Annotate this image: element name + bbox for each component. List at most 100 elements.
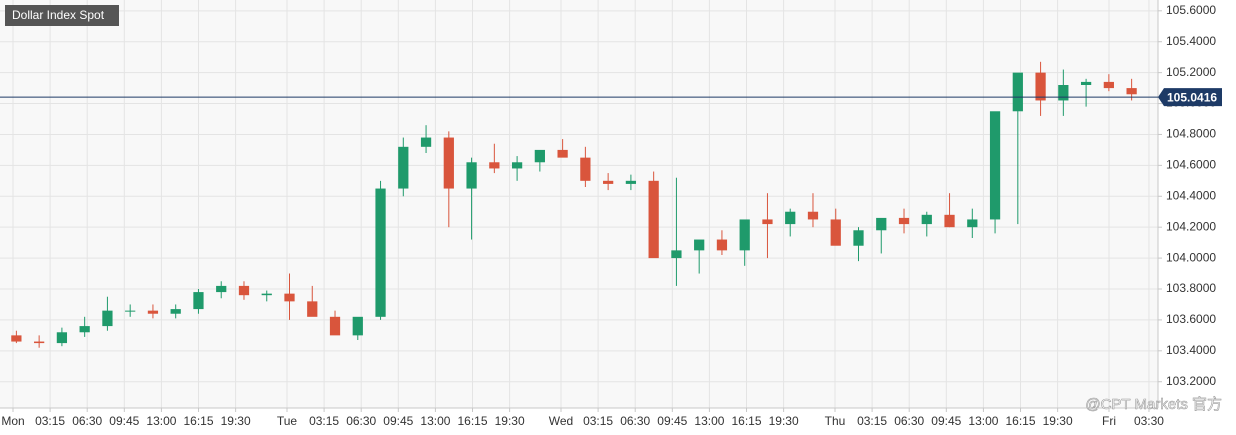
x-tick-label: 03:15 [583, 414, 613, 428]
y-tick-label: 103.4000 [1166, 343, 1216, 357]
x-tick-label: 19:30 [769, 414, 799, 428]
candle-body [989, 111, 1001, 220]
candle-body [261, 293, 272, 296]
y-tick-label: 104.0000 [1166, 250, 1216, 264]
candles [11, 61, 1137, 348]
y-tick-label: 104.6000 [1166, 158, 1216, 172]
candle-body [580, 157, 591, 181]
watermark: @CPT Markets 官方 [1085, 396, 1222, 413]
x-tick-label: 13:00 [146, 414, 176, 428]
x-tick-label: 09:45 [931, 414, 961, 428]
y-tick-label: 105.6000 [1166, 3, 1216, 17]
x-tick-label: 19:30 [495, 414, 525, 428]
candle-body [785, 211, 796, 225]
x-tick-label: 13:00 [694, 414, 724, 428]
y-tick-label: 104.8000 [1166, 127, 1216, 141]
x-tick-label: 16:15 [458, 414, 488, 428]
candle-body [694, 239, 705, 251]
y-tick-label: 105.4000 [1166, 34, 1216, 48]
x-tick-label: 09:45 [383, 414, 413, 428]
candle-body [443, 137, 454, 189]
candle-body [11, 335, 22, 342]
x-tick-label: 03:15 [857, 414, 887, 428]
candle-body [56, 332, 68, 344]
candle-body [1080, 81, 1092, 85]
candle-body [329, 316, 341, 336]
candle-body [671, 250, 682, 259]
candle-body [603, 180, 614, 184]
candle-body [420, 137, 432, 147]
x-tick-label: 06:30 [346, 414, 376, 428]
candle-body [534, 149, 545, 163]
x-tick-label: 06:30 [894, 414, 924, 428]
x-tick-label: 16:15 [732, 414, 762, 428]
y-tick-label: 103.8000 [1166, 281, 1216, 295]
candle-body [102, 310, 113, 327]
candle-body [216, 285, 227, 293]
x-tick-label: 03:15 [35, 414, 65, 428]
y-tick-label: 105.2000 [1166, 65, 1216, 79]
y-tick-label: 103.2000 [1166, 374, 1216, 388]
x-tick-label: Mon [1, 414, 24, 428]
last-price-tag [1158, 88, 1222, 107]
x-tick-label: 09:45 [657, 414, 687, 428]
candle-body [79, 326, 90, 333]
x-tick-label: Wed [549, 414, 573, 428]
candle-body [648, 180, 659, 259]
candle-body [307, 301, 318, 317]
candle-body [511, 162, 523, 169]
candle-body [170, 309, 181, 314]
candle-body [193, 292, 204, 310]
title-box [5, 5, 119, 26]
candle-body [739, 219, 750, 251]
x-tick-label: 09:45 [109, 414, 139, 428]
candle-body [876, 217, 887, 231]
candle-body [466, 162, 477, 189]
plot-background [0, 0, 1158, 408]
x-tick-label: 16:15 [1006, 414, 1036, 428]
candle-body [284, 293, 295, 302]
candle-body [807, 211, 819, 220]
x-tick-label: 03:15 [309, 414, 339, 428]
x-tick-label: 19:30 [221, 414, 251, 428]
candle-body [557, 149, 568, 158]
candle-body [830, 219, 841, 246]
y-tick-label: 103.6000 [1166, 312, 1216, 326]
candle-body [898, 217, 910, 225]
x-tick-label: Thu [825, 414, 846, 428]
candle-body [944, 214, 955, 228]
y-tick-label: 104.2000 [1166, 219, 1216, 233]
candle-body [125, 310, 136, 312]
candle-body [921, 214, 932, 225]
candle-body [489, 162, 500, 169]
x-tick-label: 06:30 [72, 414, 102, 428]
x-tick-label: 06:30 [620, 414, 650, 428]
x-tick-label: 13:00 [420, 414, 450, 428]
y-tick-label: 104.4000 [1166, 188, 1216, 202]
candle-body [625, 180, 637, 184]
candle-body [762, 219, 773, 225]
candle-body [34, 341, 45, 344]
x-tick-label: 16:15 [184, 414, 214, 428]
candle-body [967, 219, 978, 228]
candle-body [147, 310, 159, 314]
x-tick-label: Tue [277, 414, 298, 428]
candle-body [1126, 88, 1137, 95]
candle-body [375, 188, 386, 317]
candle-body [1035, 72, 1046, 101]
candle-body [238, 285, 250, 296]
candle-body [1103, 81, 1114, 89]
candle-body [853, 230, 864, 246]
candle-body [1012, 72, 1023, 112]
x-tick-label: 19:30 [1043, 414, 1073, 428]
candle-body [1058, 85, 1069, 101]
candle-body [352, 316, 363, 336]
chart-title: Dollar Index Spot [12, 8, 105, 22]
x-tick-label: 03:30 [1134, 414, 1164, 428]
x-tick-label: 13:00 [968, 414, 998, 428]
candle-body [398, 146, 409, 189]
x-tick-label: Fri [1102, 414, 1116, 428]
last-price-label: 105.0416 [1167, 90, 1217, 104]
candle-body [716, 239, 728, 251]
